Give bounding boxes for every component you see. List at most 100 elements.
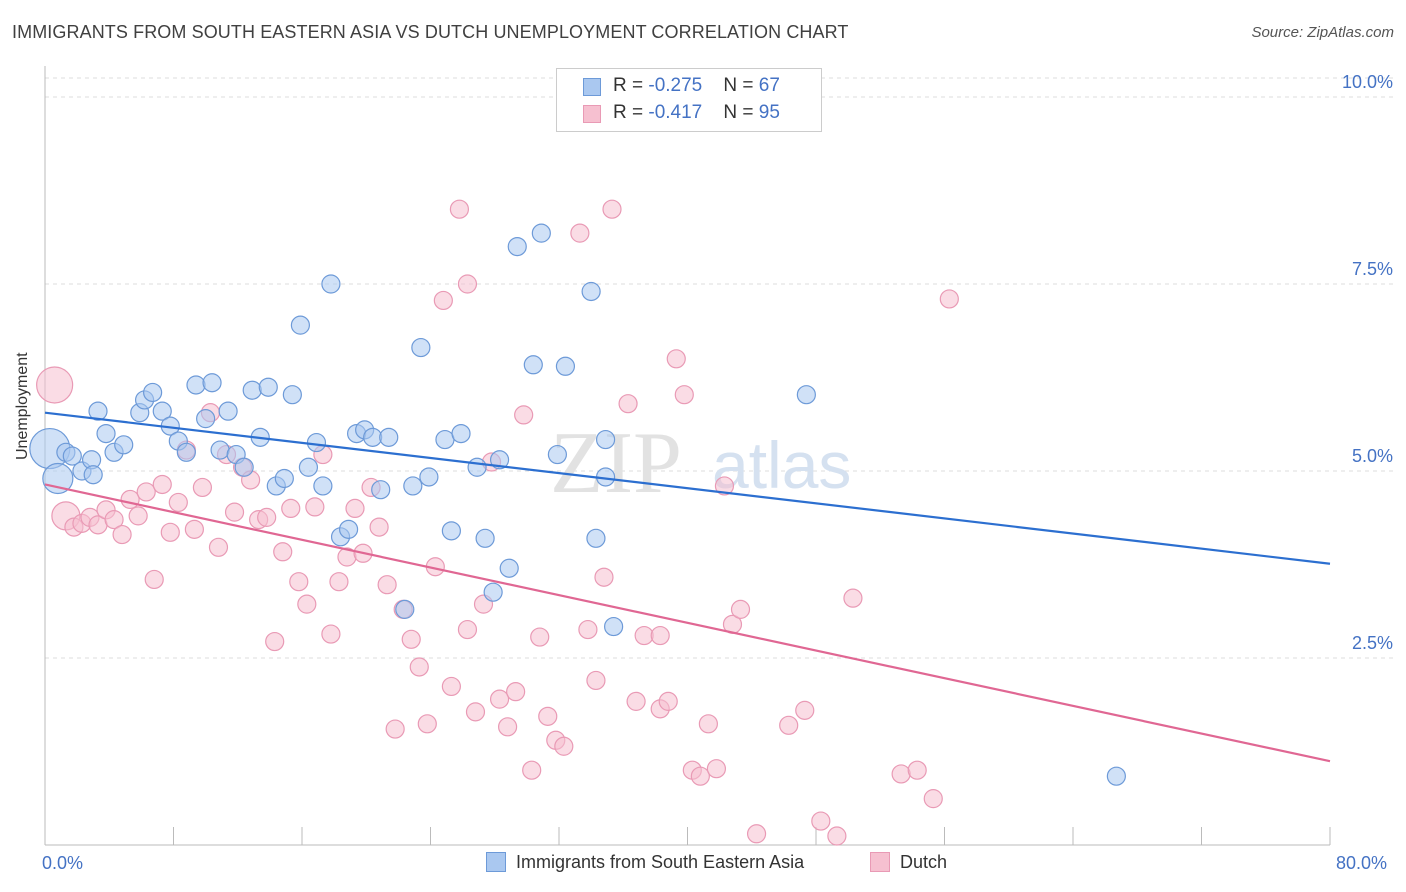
- dutch-point: [385, 719, 405, 739]
- sea-point: [218, 401, 238, 421]
- dutch-point: [650, 625, 670, 646]
- dutch-point: [530, 627, 550, 647]
- sea-point: [363, 427, 383, 447]
- dutch-point: [104, 510, 124, 530]
- sea-point: [258, 377, 278, 397]
- dutch-point: [706, 759, 727, 779]
- dutch-point: [457, 619, 478, 640]
- sea-trend-line: [44, 411, 1331, 565]
- dutch-point: [128, 506, 148, 526]
- dutch-point: [144, 569, 164, 590]
- sea-point: [395, 599, 415, 619]
- dutch-point: [586, 670, 606, 691]
- sea-point: [143, 382, 163, 403]
- sea-point: [547, 444, 567, 465]
- sea-point: [114, 435, 134, 455]
- dutch-point: [746, 824, 767, 844]
- sea-point: [313, 476, 333, 496]
- x-tick-label-min: 0.0%: [42, 853, 84, 873]
- sea-point: [451, 424, 471, 444]
- dutch-point: [843, 588, 863, 608]
- dutch-point: [377, 575, 397, 595]
- trend-lines: [44, 411, 1331, 763]
- dutch-point: [152, 474, 172, 495]
- dutch-point: [449, 199, 470, 219]
- sea-point: [83, 465, 103, 485]
- watermark: ZIP atlas: [550, 415, 851, 512]
- dutch-point: [465, 702, 486, 722]
- sea-point: [555, 356, 576, 376]
- sea-point: [306, 432, 327, 453]
- sea-point: [242, 380, 262, 400]
- legend-n-label: N =: [723, 75, 759, 96]
- sea-point: [475, 528, 495, 548]
- legend-n-value-dutch: 95: [758, 102, 780, 123]
- watermark-zip: ZIP: [550, 415, 682, 512]
- y-tick-label: 2.5%: [1352, 633, 1393, 653]
- dutch-points: [36, 199, 959, 846]
- dutch-point: [923, 789, 943, 809]
- dutch-point: [779, 715, 799, 735]
- dutch-point: [498, 717, 518, 737]
- dutch-point: [618, 394, 638, 414]
- dutch-point: [257, 507, 277, 527]
- bottom-legend-dutch: Dutch: [870, 852, 947, 873]
- sea-point: [411, 337, 431, 358]
- sea-point: [441, 521, 461, 541]
- dutch-point: [409, 657, 429, 677]
- legend-r-label: R =: [613, 75, 649, 96]
- sea-point: [202, 373, 222, 393]
- dutch-point: [690, 766, 710, 786]
- sea-point: [176, 442, 196, 462]
- dutch-point: [297, 594, 317, 614]
- dutch-point: [224, 502, 245, 522]
- dutch-point: [136, 482, 156, 502]
- dutch-point: [345, 498, 365, 518]
- sea-point: [507, 237, 527, 257]
- sea-point: [489, 450, 510, 470]
- legend-swatch-dutch: [583, 105, 601, 123]
- sea-point: [604, 616, 624, 637]
- dutch-point: [538, 706, 558, 726]
- dutch-point: [36, 366, 74, 404]
- dutch-point: [457, 274, 478, 294]
- sea-point: [298, 457, 319, 477]
- dutch-point: [184, 519, 204, 539]
- dutch-point: [120, 489, 140, 510]
- y-tick-label: 10.0%: [1342, 72, 1393, 92]
- dutch-point: [305, 497, 325, 517]
- grid-lines: [45, 77, 1393, 659]
- y-axis-label: Unemployment: [14, 352, 31, 460]
- dutch-point: [907, 760, 927, 780]
- dutch-point: [891, 764, 911, 784]
- y-tick-label: 5.0%: [1352, 446, 1393, 466]
- dutch-point: [112, 524, 132, 545]
- legend-r-label: R =: [613, 102, 649, 123]
- bottom-legend-label-dutch: Dutch: [900, 852, 948, 872]
- dutch-point: [160, 522, 180, 542]
- dutch-point: [554, 736, 574, 756]
- dutch-point: [658, 691, 678, 711]
- dutch-point: [795, 700, 815, 720]
- sea-point: [531, 223, 551, 243]
- chart-title: IMMIGRANTS FROM SOUTH EASTERN ASIA VS DU…: [12, 22, 849, 42]
- sea-point: [419, 467, 439, 487]
- bottom-legend-label-sea: Immigrants from South Eastern Asia: [516, 852, 805, 872]
- sea-point: [152, 401, 172, 421]
- sea-point: [467, 457, 487, 477]
- sea-point: [796, 385, 816, 405]
- dutch-point: [827, 826, 847, 846]
- correlation-legend: R = -0.275 N = 67 R = -0.417 N = 95: [556, 68, 822, 132]
- sea-point: [186, 375, 206, 395]
- sea-point: [321, 274, 341, 294]
- chart-source: Source: ZipAtlas.com: [1251, 24, 1394, 41]
- sea-point: [371, 480, 391, 500]
- sea-point: [88, 401, 108, 421]
- dutch-point: [939, 289, 959, 309]
- sea-point: [96, 424, 116, 444]
- sea-point: [435, 429, 455, 450]
- sea-points: [29, 223, 1126, 786]
- x-tick-label-max: 80.0%: [1336, 853, 1388, 873]
- dutch-point: [192, 477, 213, 498]
- sea-point: [282, 385, 302, 405]
